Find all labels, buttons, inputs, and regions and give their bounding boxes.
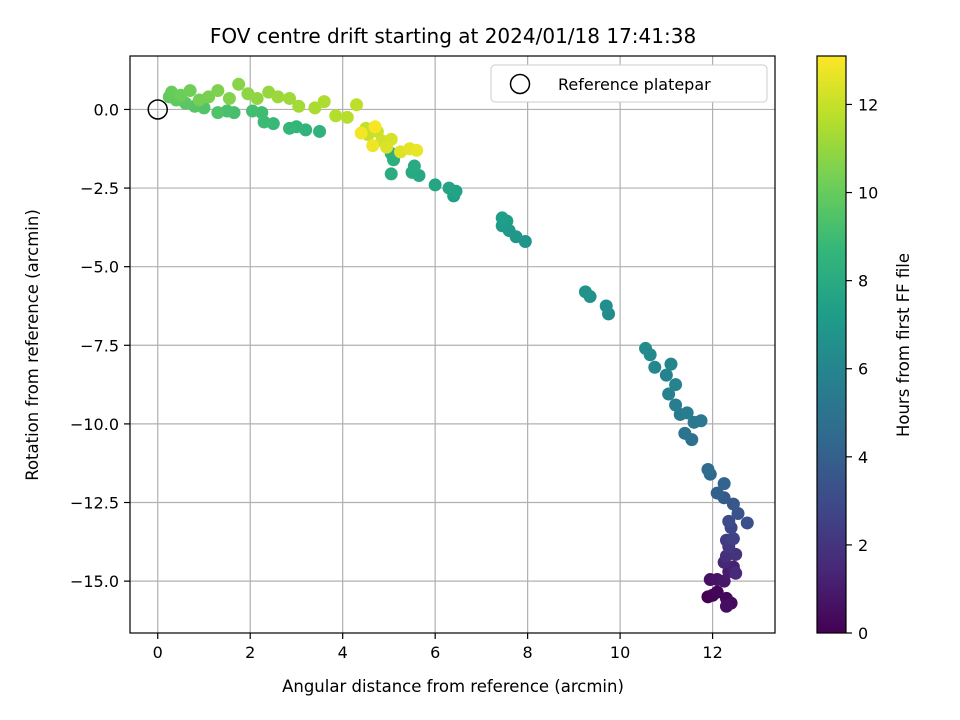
data-point — [271, 90, 285, 104]
y-tick-label: −5.0 — [80, 258, 119, 277]
data-point — [662, 387, 676, 401]
x-tick-label: 4 — [338, 643, 348, 662]
colorbar-tick-label: 2 — [858, 536, 868, 555]
data-point — [368, 120, 382, 134]
data-point — [183, 84, 197, 98]
data-point — [222, 91, 236, 105]
data-point — [250, 91, 264, 105]
grid-lines — [130, 56, 775, 633]
data-point — [366, 139, 380, 153]
y-tick-label: −15.0 — [70, 572, 119, 591]
data-point — [701, 462, 715, 476]
data-point — [726, 532, 740, 546]
data-point — [740, 516, 754, 530]
data-point — [664, 357, 678, 371]
data-point — [694, 414, 708, 428]
x-axis-ticks: 0 2 4 6 8 10 12 — [153, 633, 723, 662]
data-point — [678, 426, 692, 440]
data-point — [710, 585, 724, 599]
data-point — [211, 84, 225, 98]
data-point — [659, 368, 673, 382]
y-tick-label: 0.0 — [94, 100, 119, 119]
data-point — [246, 104, 260, 118]
data-point — [648, 360, 662, 374]
data-point — [329, 109, 343, 123]
y-tick-label: −2.5 — [80, 179, 119, 198]
legend-label: Reference platepar — [558, 75, 711, 94]
colorbar-tick-label: 10 — [858, 184, 878, 203]
data-point — [283, 91, 297, 105]
data-point — [283, 121, 297, 135]
data-point — [308, 101, 322, 115]
data-point — [639, 341, 653, 355]
data-point — [669, 378, 683, 392]
data-point — [669, 398, 683, 412]
data-point — [719, 599, 733, 613]
x-tick-label: 0 — [153, 643, 163, 662]
data-point — [578, 285, 592, 299]
x-tick-label: 10 — [610, 643, 630, 662]
data-point — [410, 143, 424, 157]
x-tick-label: 6 — [430, 643, 440, 662]
colorbar-tick-label: 4 — [858, 448, 868, 467]
data-point — [380, 140, 394, 154]
data-point — [354, 126, 368, 140]
scatter-points — [162, 77, 754, 613]
colorbar-gradient — [816, 55, 847, 634]
data-point — [202, 90, 216, 104]
colorbar-tick-label: 6 — [858, 360, 868, 379]
data-point — [340, 110, 354, 124]
data-point — [350, 98, 364, 112]
x-tick-label: 2 — [245, 643, 255, 662]
data-point — [710, 486, 724, 500]
plot-frame — [129, 55, 776, 634]
x-axis-label: Angular distance from reference (arcmin) — [282, 677, 624, 696]
data-point — [726, 497, 740, 511]
colorbar-tick-label: 8 — [858, 272, 868, 291]
y-tick-label: −12.5 — [70, 494, 119, 513]
colorbar: 0 2 4 6 8 10 12 Hours from first FF file — [816, 55, 913, 643]
data-point — [292, 99, 306, 113]
colorbar-tick-label: 12 — [858, 95, 878, 114]
data-point — [722, 514, 736, 528]
data-point — [428, 178, 442, 192]
data-point — [599, 299, 613, 313]
data-point — [442, 181, 456, 195]
chart-title: FOV centre drift starting at 2024/01/18 … — [210, 24, 696, 48]
legend: Reference platepar — [490, 64, 768, 103]
colorbar-label: Hours from first FF file — [894, 253, 913, 437]
y-axis-label: Rotation from reference (arcmin) — [23, 209, 42, 481]
x-tick-label: 8 — [523, 643, 533, 662]
data-point — [317, 95, 331, 109]
y-axis-ticks: 0.0 −2.5 −5.0 −7.5 −10.0 −12.5 −15.0 — [70, 100, 130, 591]
data-point — [232, 77, 246, 91]
data-point — [211, 106, 225, 120]
reference-marker — [147, 99, 168, 120]
data-point — [729, 566, 743, 580]
colorbar-tick-label: 0 — [858, 624, 868, 643]
y-tick-label: −7.5 — [80, 336, 119, 355]
legend-box — [490, 64, 768, 103]
data-point — [384, 167, 398, 181]
data-point — [717, 477, 731, 491]
x-tick-label: 12 — [702, 643, 722, 662]
legend-marker — [509, 73, 531, 95]
y-tick-label: −10.0 — [70, 415, 119, 434]
colorbar-ticks: 0 2 4 6 8 10 12 — [846, 95, 878, 643]
data-point — [495, 211, 509, 225]
data-point — [313, 124, 327, 138]
data-point — [680, 406, 694, 420]
data-point — [407, 159, 421, 173]
